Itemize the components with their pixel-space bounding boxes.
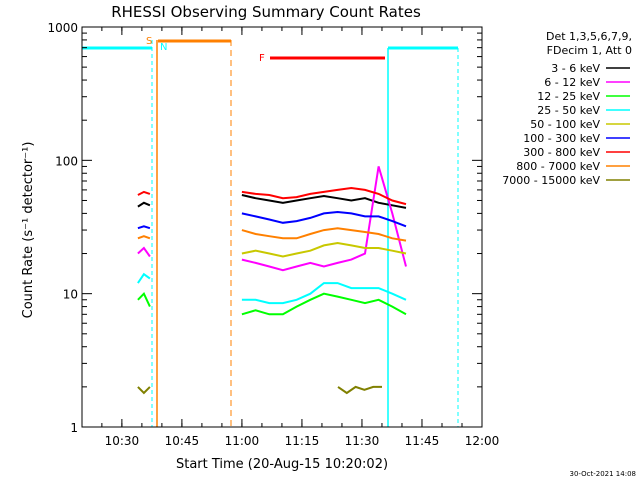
series-line (137, 291, 151, 308)
series-line (241, 194, 407, 209)
series-line (241, 186, 407, 206)
y-axis: 1 10 100 1000 (47, 21, 482, 435)
legend-label: 12 - 25 keV (537, 90, 600, 103)
x-tick-label: 11:00 (225, 434, 260, 448)
series-line (137, 235, 151, 240)
legend-label: 100 - 300 keV (523, 132, 600, 145)
legend-label: 7000 - 15000 keV (502, 174, 600, 187)
legend-label: 25 - 50 keV (537, 104, 600, 117)
legend-header-line-2: FDecim 1, Att 0 (547, 44, 632, 57)
series-line (337, 385, 382, 395)
series-line (137, 272, 151, 284)
x-tick-label: 10:45 (165, 434, 200, 448)
legend-label: 50 - 100 keV (530, 118, 600, 131)
series-line (241, 166, 407, 272)
series-line (241, 241, 407, 258)
x-tick-label: 11:30 (345, 434, 380, 448)
y-tick-label: 1000 (47, 21, 78, 35)
y-axis-label: Count Rate (s⁻¹ detector⁻¹) (21, 142, 36, 319)
series-2 (137, 291, 407, 316)
series-7 (137, 227, 407, 242)
plot-content: SN F (82, 36, 459, 427)
series-0 (137, 194, 407, 209)
legend-label: 300 - 800 keV (523, 146, 600, 159)
series-line (241, 210, 407, 228)
series-line (241, 292, 407, 316)
series-line (137, 201, 151, 208)
annotation-s: S (146, 36, 152, 47)
y-tick-label: 10 (63, 288, 78, 302)
y-tick-label: 1 (70, 421, 78, 435)
chart-title: RHESSI Observing Summary Count Rates (111, 3, 421, 21)
x-tick-label: 11:45 (405, 434, 440, 448)
annotation-n: N (160, 42, 167, 53)
series-8 (137, 385, 382, 395)
legend-label: 800 - 7000 keV (516, 160, 600, 173)
series-3 (137, 272, 407, 305)
annotation-f: F (259, 53, 265, 64)
series-line (137, 246, 151, 258)
legend-header-line-1: Det 1,3,5,6,7,9, (546, 30, 632, 43)
timestamp: 30-Oct-2021 14:08 (570, 470, 636, 478)
series-line (241, 282, 407, 305)
x-axis-label: Start Time (20-Aug-15 10:20:02) (176, 457, 388, 472)
x-tick-label: 12:00 (465, 434, 500, 448)
x-tick-label: 10:30 (105, 434, 140, 448)
series-line (137, 386, 151, 395)
series-1 (137, 166, 407, 272)
series-6 (137, 186, 407, 206)
x-tick-label: 11:15 (285, 434, 320, 448)
legend-label: 6 - 12 keV (544, 76, 600, 89)
legend: Det 1,3,5,6,7,9, FDecim 1, Att 0 3 - 6 k… (502, 30, 632, 187)
series-line (241, 227, 407, 242)
x-axis: 10:30 10:45 11:00 11:15 11:30 11:45 12:00 (101, 27, 500, 448)
series-line (137, 225, 151, 230)
y-tick-label: 100 (55, 154, 78, 168)
series-4 (241, 241, 407, 258)
legend-label: 3 - 6 keV (551, 62, 600, 75)
series-5 (137, 210, 407, 230)
series-line (137, 190, 151, 196)
